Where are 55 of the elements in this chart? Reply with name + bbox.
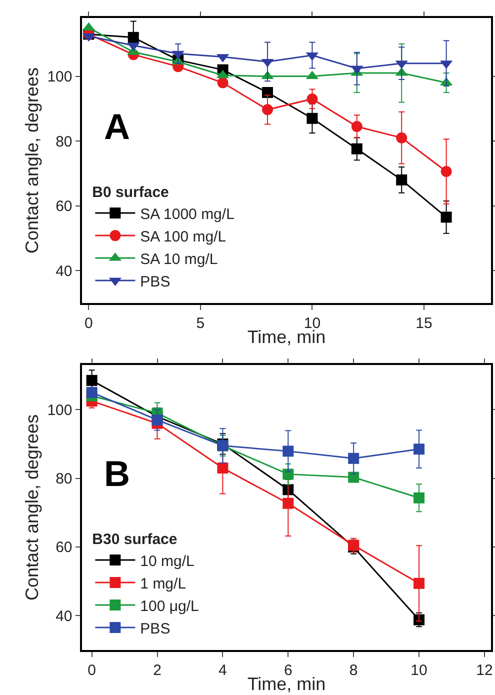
point bbox=[128, 32, 139, 43]
y-axis-title: Contact angle, degrees bbox=[22, 414, 42, 601]
point bbox=[414, 444, 425, 455]
legend-label: PBS bbox=[140, 620, 170, 638]
legend-label: SA 1000 mg/L bbox=[140, 206, 234, 223]
legend-title: B0 surface bbox=[92, 184, 169, 201]
y-tick-label: 60 bbox=[56, 198, 72, 216]
point bbox=[348, 452, 360, 464]
y-tick-label: 80 bbox=[56, 133, 72, 150]
annotation: A bbox=[104, 106, 130, 147]
point bbox=[282, 498, 294, 509]
point bbox=[396, 174, 408, 186]
point bbox=[351, 120, 362, 132]
point bbox=[440, 212, 452, 223]
x-tick-label: 10 bbox=[410, 662, 428, 679]
x-tick-label: 4 bbox=[218, 662, 227, 679]
legend-title: B30 surface bbox=[92, 530, 178, 548]
x-tick-label: 12 bbox=[476, 662, 493, 679]
point bbox=[262, 86, 273, 98]
x-tick-label: 15 bbox=[416, 314, 432, 332]
legend-label: SA 100 mg/L bbox=[140, 228, 226, 246]
x-tick-label: 0 bbox=[84, 314, 93, 332]
point bbox=[86, 374, 98, 386]
y-tick-label: 100 bbox=[47, 68, 72, 86]
y-tick-label: 40 bbox=[56, 262, 72, 280]
legend-label: 1 mg/L bbox=[140, 575, 186, 592]
point bbox=[351, 143, 362, 154]
x-tick-label: 5 bbox=[196, 314, 205, 332]
y-tick-label: 60 bbox=[56, 539, 72, 556]
point bbox=[440, 166, 452, 178]
point bbox=[217, 462, 228, 474]
point bbox=[414, 578, 425, 589]
point bbox=[306, 93, 318, 104]
x-tick-label: 2 bbox=[153, 662, 162, 679]
point bbox=[348, 472, 360, 483]
legend-label: SA 10 mg/L bbox=[140, 250, 218, 268]
point bbox=[262, 104, 273, 116]
point bbox=[152, 414, 163, 426]
y-axis-title: Contact angle, degrees bbox=[22, 67, 42, 254]
point bbox=[282, 446, 294, 457]
x-tick-label: 0 bbox=[88, 662, 96, 679]
point bbox=[306, 112, 318, 124]
point bbox=[414, 492, 425, 504]
legend-label: PBS bbox=[140, 273, 170, 290]
legend-label: 100 μg/L bbox=[140, 598, 199, 615]
x-tick-label: 8 bbox=[349, 662, 358, 679]
point bbox=[282, 468, 294, 480]
point bbox=[86, 386, 98, 398]
y-tick-label: 100 bbox=[47, 402, 72, 419]
y-tick-label: 40 bbox=[56, 608, 72, 625]
legend-label: 10 mg/L bbox=[140, 552, 194, 570]
point bbox=[217, 77, 228, 88]
annotation: B bbox=[104, 453, 130, 494]
point bbox=[396, 132, 408, 144]
y-tick-label: 80 bbox=[56, 470, 72, 488]
